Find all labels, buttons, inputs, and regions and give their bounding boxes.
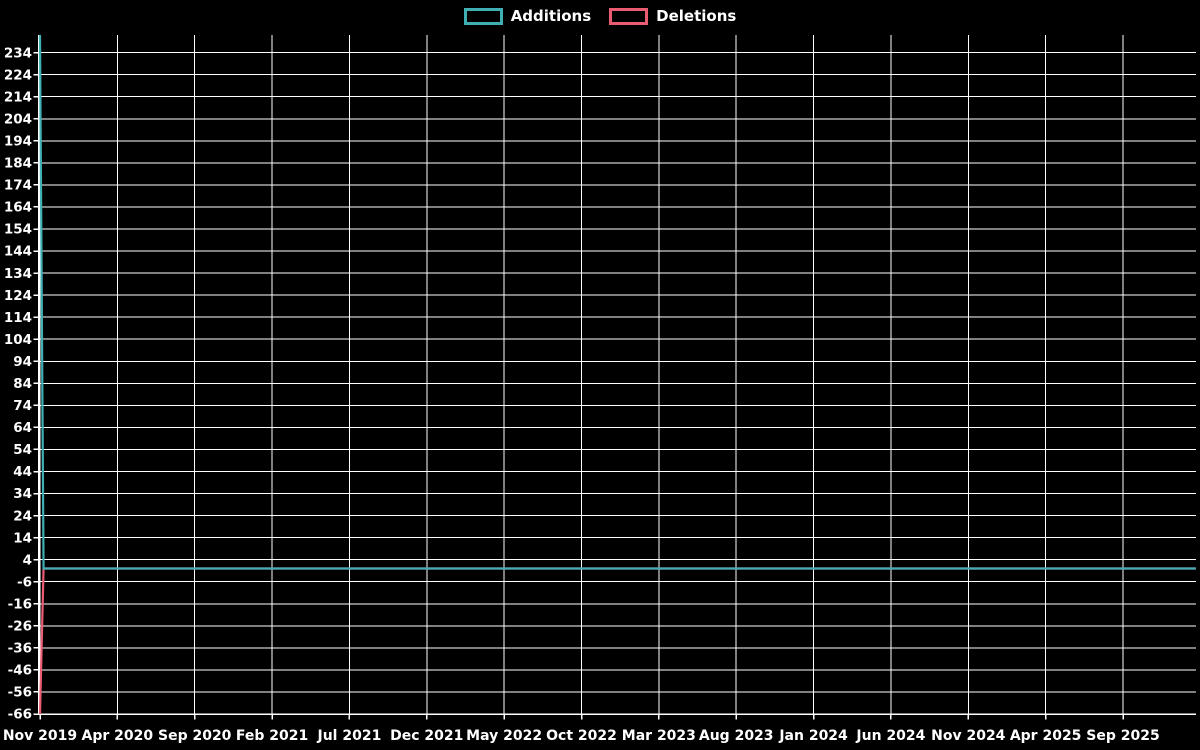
legend-item-deletions[interactable]: Deletions <box>609 8 736 25</box>
y-tick-label: 134 <box>4 266 32 282</box>
y-tick-label: 24 <box>13 508 32 524</box>
y-tick-label: 4 <box>23 552 32 568</box>
x-tick-label: Mar 2023 <box>622 728 696 744</box>
x-tick-label: Jun 2024 <box>855 728 925 744</box>
x-tick-label: Aug 2023 <box>699 728 774 744</box>
y-tick-label: 234 <box>4 45 32 61</box>
x-tick-label: Jan 2024 <box>778 728 848 744</box>
x-tick-label: May 2022 <box>466 728 542 744</box>
x-tick-label: Sep 2025 <box>1086 728 1159 744</box>
y-tick-label: 114 <box>4 310 32 326</box>
y-tick-label: 144 <box>4 244 32 260</box>
y-tick-label: 54 <box>13 442 32 458</box>
y-tick-label: 154 <box>4 222 32 238</box>
legend-label: Deletions <box>656 7 737 25</box>
y-tick-label: 84 <box>13 376 32 392</box>
y-tick-label: 194 <box>4 134 32 150</box>
additions-swatch-icon <box>463 8 503 25</box>
deletions-swatch-icon <box>609 8 649 25</box>
y-tick-label: 64 <box>13 420 32 436</box>
y-tick-label: 214 <box>4 89 32 105</box>
x-tick-label: Jul 2021 <box>317 728 382 744</box>
data-series <box>38 34 1196 715</box>
x-tick-label: Nov 2024 <box>931 728 1006 744</box>
x-tick-label: Apr 2025 <box>1010 728 1082 744</box>
y-tick-label: -16 <box>8 596 32 612</box>
x-grid-and-ticks: Nov 2019 Apr 2020 Sep 2020 Feb 2021 Jul 2021… <box>3 35 1160 744</box>
y-grid-and-ticks: 2342242142041941841741641541441341241141… <box>4 45 1196 723</box>
legend-item-additions[interactable]: Additions <box>463 7 592 25</box>
y-tick-label: 34 <box>13 486 32 502</box>
x-tick-label: Apr 2020 <box>82 728 154 744</box>
y-tick-label: 224 <box>4 67 32 83</box>
chart-legend: Additions Deletions <box>0 8 1200 25</box>
series-line-additions <box>38 34 1196 570</box>
x-tick-label: Feb 2021 <box>236 728 308 744</box>
y-tick-label: -36 <box>8 641 32 657</box>
y-tick-label: 74 <box>13 398 32 414</box>
y-tick-label: 14 <box>13 530 32 546</box>
x-tick-label: Dec 2021 <box>390 728 463 744</box>
y-tick-label: -26 <box>8 619 32 635</box>
y-tick-label: 164 <box>4 200 32 216</box>
legend-label: Additions <box>510 7 592 25</box>
y-tick-label: 94 <box>13 354 32 370</box>
axes <box>37 35 1196 715</box>
y-tick-label: -56 <box>8 685 32 701</box>
x-tick-label: Oct 2022 <box>546 728 617 744</box>
y-tick-label: 204 <box>4 111 32 127</box>
y-tick-label: -6 <box>17 574 32 590</box>
y-tick-label: -66 <box>8 707 32 723</box>
y-tick-label: 124 <box>4 288 32 304</box>
x-tick-label: Nov 2019 <box>3 728 77 744</box>
y-tick-label: 104 <box>4 332 32 348</box>
y-tick-label: 184 <box>4 156 32 172</box>
x-tick-label: Sep 2020 <box>158 728 232 744</box>
y-tick-label: 174 <box>4 178 32 194</box>
y-tick-label: -46 <box>8 663 32 679</box>
y-tick-label: 44 <box>13 464 32 480</box>
